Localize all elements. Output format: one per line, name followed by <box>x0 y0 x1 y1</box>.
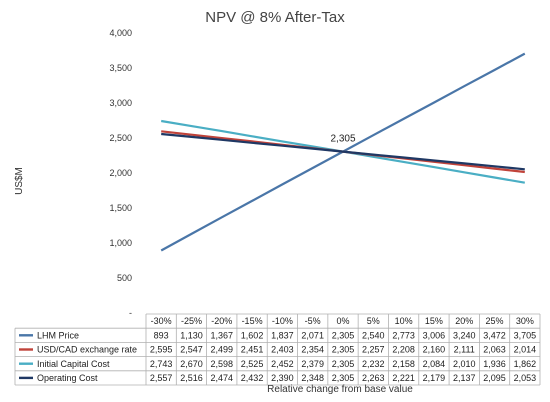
table-cell-value: 2,232 <box>362 359 385 369</box>
table-cell-value: 2,432 <box>241 373 264 383</box>
legend-label: Initial Capital Cost <box>37 359 110 369</box>
table-cell-value: 2,598 <box>211 359 234 369</box>
table-cell-value: 1,602 <box>241 330 264 340</box>
series-line <box>161 132 525 171</box>
table-cell-value: 1,130 <box>180 330 203 340</box>
table-cell-value: 2,095 <box>483 373 506 383</box>
table-cell-value: 2,158 <box>392 359 415 369</box>
x-category-label: -15% <box>242 316 263 326</box>
legend-label: USD/CAD exchange rate <box>37 345 137 355</box>
table-cell-value: 2,354 <box>301 345 324 355</box>
table-cell-value: 2,010 <box>453 359 476 369</box>
y-tick-label: 1,500 <box>109 203 132 213</box>
table-cell-value: 1,936 <box>483 359 506 369</box>
x-category-label: 15% <box>425 316 443 326</box>
table-cell-value: 2,084 <box>423 359 446 369</box>
table-cell-value: 2,257 <box>362 345 385 355</box>
table-cell-value: 2,305 <box>332 345 355 355</box>
table-cell-value: 2,014 <box>514 345 537 355</box>
table-cell-value: 2,221 <box>392 373 415 383</box>
table-cell-value: 2,670 <box>180 359 203 369</box>
table-cell-value: 2,305 <box>332 373 355 383</box>
table-cell-value: 2,305 <box>332 359 355 369</box>
x-category-label: -10% <box>272 316 293 326</box>
table-cell-value: 3,705 <box>514 330 537 340</box>
table-cell-value: 2,403 <box>271 345 294 355</box>
table-cell-value: 2,208 <box>392 345 415 355</box>
table-cell-value: 2,743 <box>150 359 173 369</box>
base-value-annotation: 2,305 <box>330 134 355 145</box>
table-cell-value: 1,837 <box>271 330 294 340</box>
y-axis-label: US$M <box>14 167 25 195</box>
table-cell-value: 3,240 <box>453 330 476 340</box>
table-cell-value: 2,540 <box>362 330 385 340</box>
data-table: -30% -25% -20% -15% -10% -5% 0% 5% 10% 15% 20% 25% 3… <box>14 313 541 386</box>
table-cell-value: 2,499 <box>211 345 234 355</box>
y-tick-label: 4,000 <box>109 28 132 38</box>
x-category-label: 5% <box>367 316 380 326</box>
table-cell-value: 2,160 <box>423 345 446 355</box>
table-cell-value: 893 <box>154 330 169 340</box>
y-tick-label: 2,000 <box>109 168 132 178</box>
series-lines <box>160 52 526 252</box>
table-cell-value: 2,071 <box>301 330 324 340</box>
y-tick-label: 500 <box>117 273 132 283</box>
table-cell-value: 2,390 <box>271 373 294 383</box>
table-cell-value: 2,516 <box>180 373 203 383</box>
y-tick-label: 3,500 <box>109 63 132 73</box>
x-axis-label: Relative change from base value <box>267 384 413 395</box>
x-category-label: -30% <box>151 316 172 326</box>
table-cell-value: 2,179 <box>423 373 446 383</box>
chart-title: NPV @ 8% After-Tax <box>205 9 345 26</box>
table-cell-value: 1,367 <box>211 330 234 340</box>
x-category-label: 20% <box>455 316 473 326</box>
table-cell-value: 2,137 <box>453 373 476 383</box>
table-cell-value: 2,111 <box>454 345 475 355</box>
legend-label: LHM Price <box>37 330 79 340</box>
x-category-label: 25% <box>486 316 504 326</box>
table-cell-value: 2,474 <box>211 373 234 383</box>
table-cell-value: 2,595 <box>150 345 173 355</box>
table-cell-value: 2,379 <box>301 359 324 369</box>
table-cell-value: 2,773 <box>392 330 415 340</box>
table-cell-value: 2,557 <box>150 373 173 383</box>
x-category-label: 10% <box>395 316 413 326</box>
table-cell-value: 2,263 <box>362 373 385 383</box>
legend-label: Operating Cost <box>37 373 98 383</box>
x-category-label: 30% <box>516 316 534 326</box>
table-cell-value: 2,305 <box>332 330 355 340</box>
y-tick-label: 3,000 <box>109 98 132 108</box>
table-cell-value: 2,451 <box>241 345 264 355</box>
table-cell-value: 2,063 <box>483 345 506 355</box>
x-category-label: -5% <box>305 316 321 326</box>
y-tick-label: - <box>129 308 132 318</box>
table-cell-value: 3,472 <box>483 330 506 340</box>
table-cell-value: 2,525 <box>241 359 264 369</box>
x-category-label: -25% <box>181 316 202 326</box>
x-category-label: 0% <box>336 316 349 326</box>
table-cell-value: 3,006 <box>423 330 446 340</box>
y-tick-label: 2,500 <box>109 133 132 143</box>
table-cell-value: 1,862 <box>514 359 537 369</box>
table-cell-value: 2,547 <box>180 345 203 355</box>
table-cell-value: 2,053 <box>514 373 537 383</box>
y-axis-ticks: 4,000 3,500 3,000 2,500 2,000 1,500 1,000 500 - <box>109 28 132 318</box>
table-cell-value: 2,452 <box>271 359 294 369</box>
y-tick-label: 1,000 <box>109 238 132 248</box>
table-cell-value: 2,348 <box>301 373 324 383</box>
x-category-label: -20% <box>211 316 232 326</box>
